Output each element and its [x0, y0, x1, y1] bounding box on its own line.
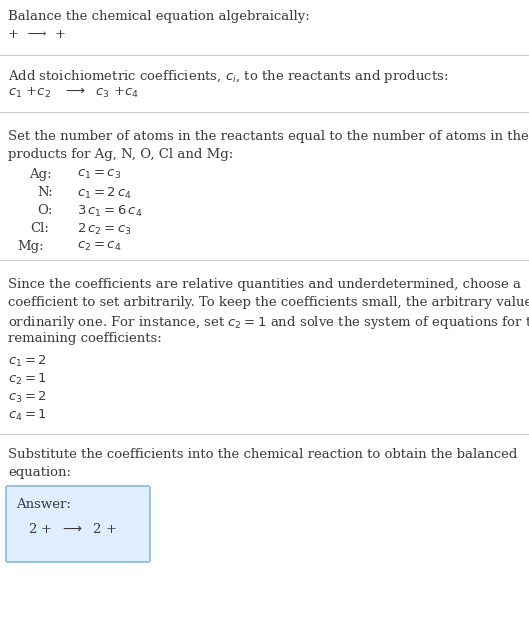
Text: products for Ag, N, O, Cl and Mg:: products for Ag, N, O, Cl and Mg: [8, 148, 233, 161]
Text: $c_1 = 2\,c_4$: $c_1 = 2\,c_4$ [77, 186, 132, 201]
FancyBboxPatch shape [6, 486, 150, 562]
Text: Cl:: Cl: [30, 222, 49, 235]
Text: ordinarily one. For instance, set $c_2 = 1$ and solve the system of equations fo: ordinarily one. For instance, set $c_2 =… [8, 314, 529, 331]
Text: $c_2 = 1$: $c_2 = 1$ [8, 372, 47, 387]
Text: Balance the chemical equation algebraically:: Balance the chemical equation algebraica… [8, 10, 310, 23]
Text: $c_1 = 2$: $c_1 = 2$ [8, 354, 47, 369]
Text: Since the coefficients are relative quantities and underdetermined, choose a: Since the coefficients are relative quan… [8, 278, 521, 291]
Text: $2\,c_2 = c_3$: $2\,c_2 = c_3$ [77, 222, 132, 237]
Text: $3\,c_1 = 6\,c_4$: $3\,c_1 = 6\,c_4$ [77, 204, 142, 219]
Text: $c_4 = 1$: $c_4 = 1$ [8, 408, 47, 423]
Text: coefficient to set arbitrarily. To keep the coefficients small, the arbitrary va: coefficient to set arbitrarily. To keep … [8, 296, 529, 309]
Text: 2 +  $\longrightarrow$  2 +: 2 + $\longrightarrow$ 2 + [28, 522, 117, 536]
Text: $c_3 = 2$: $c_3 = 2$ [8, 390, 47, 405]
Text: O:: O: [37, 204, 52, 217]
Text: Substitute the coefficients into the chemical reaction to obtain the balanced: Substitute the coefficients into the che… [8, 448, 517, 461]
Text: remaining coefficients:: remaining coefficients: [8, 332, 162, 345]
Text: Ag:: Ag: [29, 168, 52, 181]
Text: Answer:: Answer: [16, 498, 71, 511]
Text: Set the number of atoms in the reactants equal to the number of atoms in the: Set the number of atoms in the reactants… [8, 130, 529, 143]
Text: Mg:: Mg: [17, 240, 44, 253]
Text: Add stoichiometric coefficients, $c_i$, to the reactants and products:: Add stoichiometric coefficients, $c_i$, … [8, 68, 449, 85]
Text: equation:: equation: [8, 466, 71, 479]
Text: $c_1$ +$c_2$   $\longrightarrow$  $c_3$ +$c_4$: $c_1$ +$c_2$ $\longrightarrow$ $c_3$ +$c… [8, 86, 139, 100]
Text: +  ⟶  +: + ⟶ + [8, 28, 66, 41]
Text: N:: N: [37, 186, 53, 199]
Text: $c_2 = c_4$: $c_2 = c_4$ [77, 240, 121, 253]
Text: $c_1 = c_3$: $c_1 = c_3$ [77, 168, 121, 181]
